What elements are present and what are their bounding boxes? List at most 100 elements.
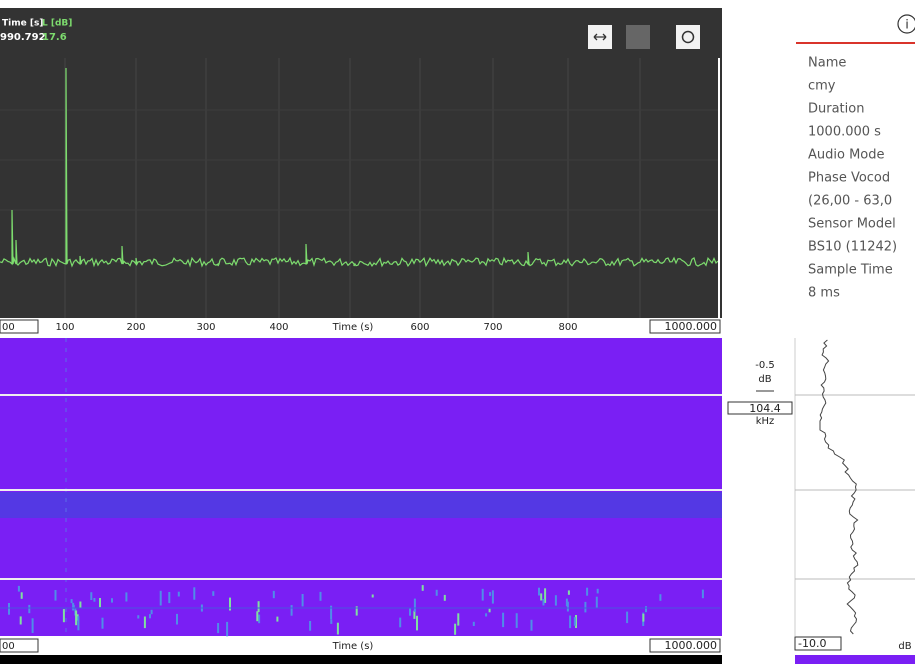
spec-speck [291,605,293,616]
spec-speck [540,593,542,600]
spec-speck [399,618,401,628]
spec-speck [226,622,228,636]
spec-speck [492,590,494,603]
spec-speck [702,590,704,599]
spec-speck [144,617,146,629]
spec-speck [168,592,170,603]
spec-speck [597,589,599,594]
profile-trace [820,340,858,634]
spec-speck [258,615,260,624]
axis-title: Time (s) [332,322,374,333]
spec-speck [320,592,322,601]
info-value: Phase Vocod [808,171,890,186]
spec-speck [372,595,374,598]
spec-speck [149,614,151,618]
spec-speck [413,611,415,619]
spec-speck [482,589,484,601]
axis-tick-label: 800 [558,322,577,333]
spec-speck [21,592,23,599]
spec-speck [489,609,491,613]
spec-speck [489,592,491,596]
spec-speck [659,594,661,601]
spec-speck [567,602,569,612]
spec-speck [642,614,644,622]
readout-label: L [dB] [42,19,72,29]
spec-speck [111,598,113,602]
profile-strip [795,655,915,664]
axis-tick-label: 700 [483,322,502,333]
spec-speck [416,616,418,631]
spec-speck [436,590,438,596]
spec-speck [516,613,518,628]
axis-end: 1000.000 [665,639,718,652]
spec-speck [409,609,411,616]
info-label: Sensor Model [808,217,896,232]
axis-tick-label: 100 [55,322,74,333]
spec-speck [151,610,153,614]
spec-speck [137,615,139,618]
zoom-button[interactable] [626,25,650,49]
spec-speck [457,613,459,625]
info-value: 8 ms [808,286,840,301]
spec-speck [473,622,475,626]
spec-speck [485,613,487,616]
spec-speck [90,592,92,600]
spec-speck [217,623,219,633]
spec-speck [586,588,588,596]
axis-tick-label: 200 [126,322,145,333]
profile-unit: dB [898,641,911,652]
info-value: 1000.000 s [808,125,881,140]
readout-value: 990.792 [0,32,46,43]
spec-speck [178,592,180,597]
level-plot-bg [0,8,722,318]
spec-speck [77,616,79,630]
page: Time [s] L [dB] 990.792 17.6 00100200300… [0,0,915,664]
info-panel: Name cmy Duration 1000.000 s Audio Mode Phase… [808,56,897,301]
spec-speck [212,591,214,596]
spec-speck [568,590,570,594]
info-label: Duration [808,102,864,117]
profile-min: -10.0 [798,637,826,650]
spec-speck [276,617,278,622]
spec-speck [20,616,22,624]
axis-tick-label: 300 [196,322,215,333]
spec-speck [309,621,311,631]
cursor-frequency-unit: kHz [756,416,775,427]
spec-speck [63,609,65,622]
info-value: BS10 (11242) [808,240,897,255]
spec-speck [414,599,416,612]
spec-speck [337,623,339,635]
spec-speck [596,597,598,609]
spec-speck [99,598,101,607]
cursor-level: -0.5 [755,360,775,371]
axis-start: 00 [2,641,15,652]
axis-start: 00 [2,322,15,333]
spec-speck [32,618,34,633]
info-label: Sample Time [808,263,893,278]
spec-speck [71,599,73,603]
info-value: cmy [808,79,836,94]
spec-speck [502,613,504,627]
spec-speck [626,612,628,624]
readout-label: Time [s] [2,19,43,29]
info-label: Audio Mode [808,148,885,163]
spec-speck [555,595,557,605]
spec-speck [28,605,30,613]
toolbar [588,25,700,49]
spectrogram-band [0,492,722,518]
cursor-frequency: 104.4 [749,402,781,415]
spec-speck [93,598,95,602]
cursor-level-unit: dB [758,374,771,385]
spec-speck [55,590,57,601]
spec-speck [160,591,162,606]
spec-speck [8,603,10,615]
info-icon-glyph: i [905,18,908,32]
axis-end: 1000.000 [665,320,718,333]
reset-button[interactable] [676,25,700,49]
info-label: Name [808,56,846,71]
spec-speck [538,588,540,596]
spec-speck [193,587,195,599]
spectrogram [0,338,722,636]
spec-speck [302,594,304,606]
info-value: (26,00 - 63,0 [808,194,892,209]
